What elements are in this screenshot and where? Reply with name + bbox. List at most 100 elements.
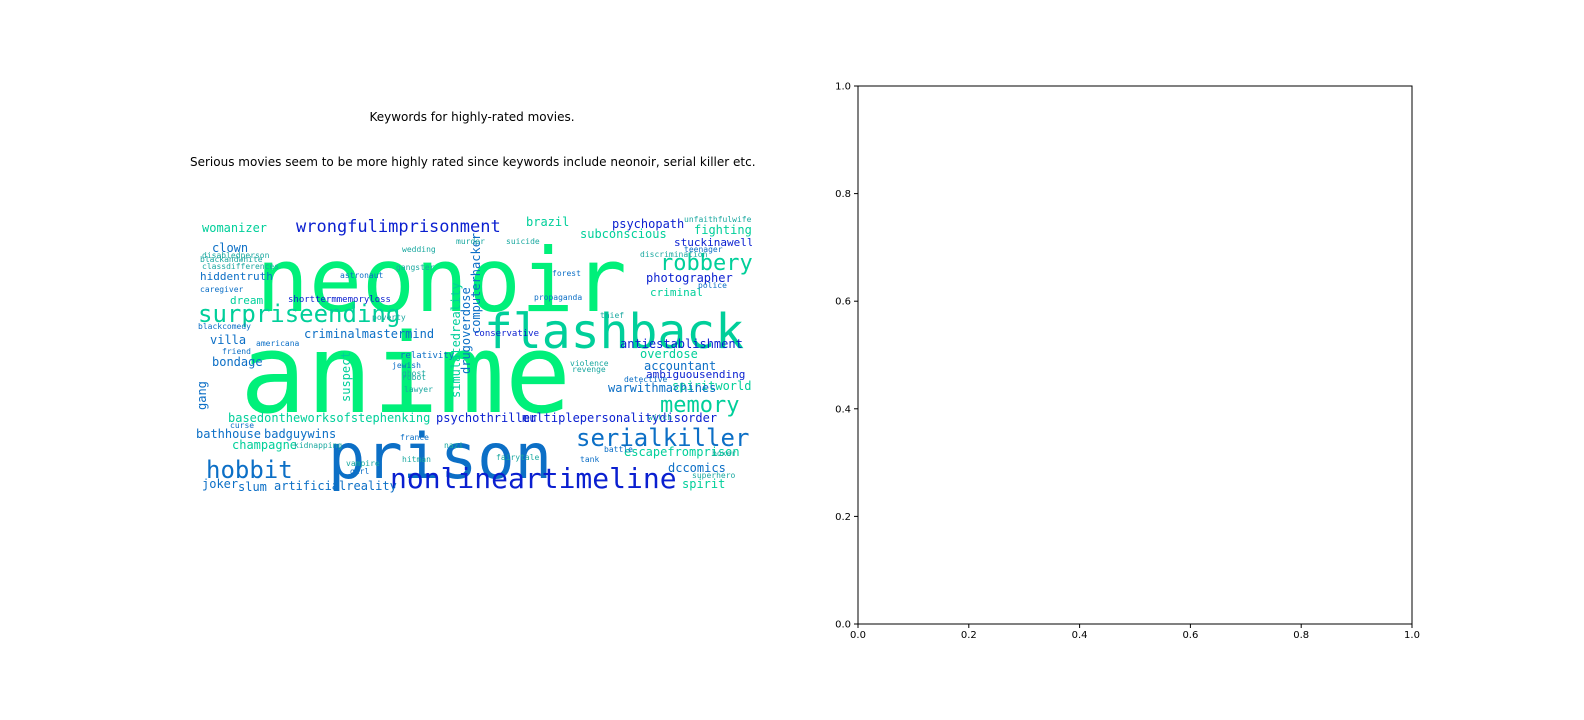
wordcloud-word: overdose <box>640 347 698 361</box>
wordcloud-word: drugoverdose <box>459 287 473 374</box>
y-tick-label: 1.0 <box>835 82 851 93</box>
wordcloud-word: badguywins <box>264 427 336 441</box>
x-tick-label: 1.0 <box>1404 630 1420 641</box>
wordcloud-word: bathhouse <box>196 427 261 441</box>
wordcloud-word: americana <box>256 339 300 348</box>
y-tick-label: 0.2 <box>835 512 851 523</box>
wordcloud-word: flashback <box>484 304 744 360</box>
wordcloud-word: prison <box>328 420 552 493</box>
wordcloud-word: hiddentruth <box>200 270 273 283</box>
wordcloud-word: france <box>400 433 429 442</box>
wordcloud-word: friend <box>222 347 251 356</box>
wordcloud-word: vampire <box>346 459 380 468</box>
wordcloud-word: psychopath <box>612 217 684 231</box>
wordcloud-word: basedontheworksofstephenking <box>228 411 430 425</box>
x-tick-label: 0.2 <box>961 630 977 641</box>
wordcloud-word: villa <box>210 333 246 347</box>
wordcloud-word: womanizer <box>202 221 267 235</box>
wordcloud-word: relativity <box>400 351 455 361</box>
wordcloud-word: fairytale <box>496 453 540 462</box>
wordcloud-word: anime <box>240 310 571 438</box>
wordcloud-word: curse <box>230 421 254 430</box>
wordcloud-word: ambiguousending <box>646 368 745 381</box>
wordcloud-word: dccomics <box>668 461 726 475</box>
wordcloud-word: thief <box>600 311 624 320</box>
wordcloud-word: brazil <box>526 216 569 229</box>
wordcloud-subtitle: Serious movies seem to be more highly ra… <box>190 155 756 169</box>
y-tick-label: 0.0 <box>835 620 851 631</box>
wordcloud-word: simulatedreality <box>449 282 463 398</box>
y-axis: 0.0 0.2 0.4 0.6 0.8 1.0 <box>835 82 858 631</box>
x-tick-label: 0.4 <box>1072 630 1088 641</box>
wordcloud-word: spirit <box>682 477 725 491</box>
wordcloud-word: detective <box>624 375 668 384</box>
wordcloud-word: accountant <box>644 359 716 373</box>
wordcloud-word: gang <box>196 381 209 410</box>
wordcloud-word: subconscious <box>580 227 667 241</box>
y-tick-label: 0.8 <box>835 189 851 200</box>
x-tick-label: 0.6 <box>1182 630 1198 641</box>
wordcloud-word: psychothriller <box>436 411 537 425</box>
wordcloud-word: tank <box>580 455 599 464</box>
wordcloud-word: dream <box>230 294 263 307</box>
wordcloud-word: bondage <box>212 355 263 369</box>
wordcloud-word: warwithmachines <box>608 381 716 395</box>
wordcloud-word: hitman <box>402 455 431 464</box>
wordcloud-word: memory <box>660 393 739 418</box>
wordcloud-word: robbery <box>660 251 752 276</box>
wordcloud-word: boxer <box>712 449 736 458</box>
wordcloud-word: artificialreality <box>274 479 397 493</box>
wordcloud-word: blackcomedy <box>198 322 251 331</box>
wordcloud-word: computerhacker <box>469 233 483 334</box>
wordcloud-word: witch <box>648 413 672 422</box>
wordcloud-word: poverty <box>372 313 406 322</box>
wordcloud-word: conservative <box>474 329 539 339</box>
wordcloud-word: ghost <box>402 369 426 378</box>
wordcloud-word: astronaut <box>340 271 384 280</box>
wordcloud-word: shorttermmemoryloss <box>288 295 391 305</box>
wordcloud-word: robot <box>402 373 426 382</box>
wordcloud-word: nazi <box>444 441 463 450</box>
wordcloud-word: wrongfulimprisonment <box>296 217 501 237</box>
wordcloud-word: wedding <box>402 245 436 254</box>
y-tick-label: 0.4 <box>835 404 851 415</box>
wordcloud-word: murder <box>456 237 485 246</box>
wordcloud-word: battle <box>604 445 633 454</box>
wordcloud-word: caregiver <box>200 285 244 294</box>
wordcloud-word: jewish <box>392 361 421 370</box>
wordcloud-word: champagne <box>232 438 297 452</box>
wordcloud-word: stuckinawell <box>674 236 752 249</box>
wordcloud-word: discrimination <box>640 250 708 259</box>
wordcloud-word: forest <box>552 269 581 278</box>
wordcloud-word: suicide <box>506 237 540 246</box>
wordcloud-word: teenager <box>684 245 723 254</box>
wordcloud-word: propaganda <box>534 293 582 302</box>
wordcloud-word: gangster <box>396 263 435 272</box>
x-tick-label: 0.0 <box>850 630 866 641</box>
wordcloud-word: escapefromprison <box>624 445 740 459</box>
wordcloud-word: police <box>698 281 727 290</box>
wordcloud-word: blackandwhite <box>200 255 263 264</box>
wordcloud-word: multiplepersonalitydisorder <box>522 411 717 425</box>
wordcloud-word: lawyer <box>404 385 433 394</box>
wordcloud-word: spiritworld <box>672 379 751 393</box>
wordcloud-word: joker <box>202 477 238 491</box>
x-axis: 0.0 0.2 0.4 0.6 0.8 1.0 <box>850 624 1420 641</box>
wordcloud-word: slum <box>238 480 267 494</box>
y-tick-label: 0.6 <box>835 297 851 308</box>
wordcloud-word: classdifferences <box>202 262 279 271</box>
wordcloud-word: criminal <box>650 286 703 299</box>
wordcloud-word: clown <box>212 241 248 255</box>
wordcloud-word: kidnapping <box>294 441 342 450</box>
wordcloud-word: superhero <box>692 471 736 480</box>
wordcloud-word: criminalmastermind <box>304 327 434 341</box>
wordcloud-word: nonlineartimeline <box>390 462 677 494</box>
wordcloud-word: fighting <box>694 223 752 237</box>
wordcloud-word: antiestablishment <box>620 337 743 351</box>
wordcloud-word: unfaithfulwife <box>684 216 752 224</box>
wordcloud-word: neonoir <box>256 229 627 332</box>
wordcloud-word: disabledperson <box>202 251 270 260</box>
wordcloud-word: photographer <box>646 271 733 285</box>
